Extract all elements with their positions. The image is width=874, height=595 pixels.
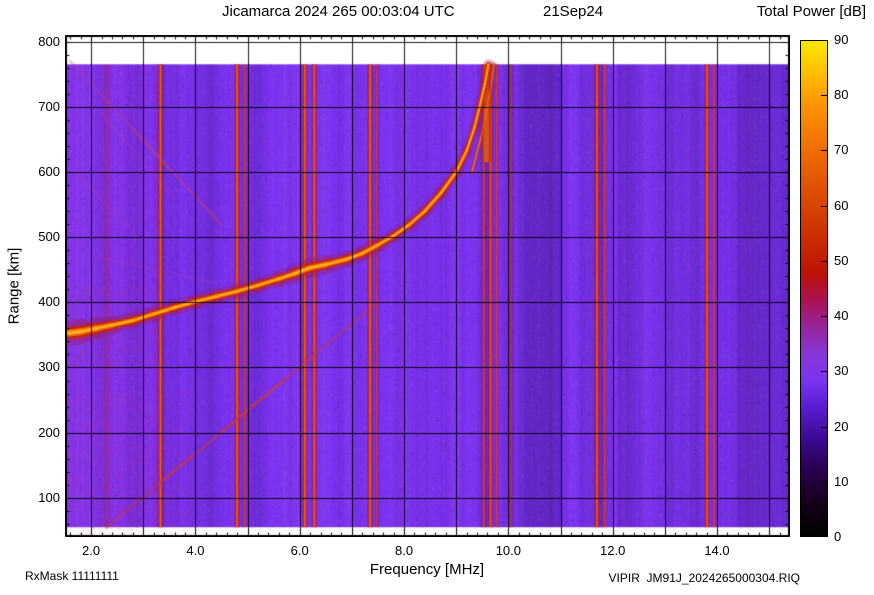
colorbar-tick-label: 60 bbox=[834, 197, 849, 213]
colorbar-title: Total Power [dB] bbox=[756, 3, 866, 20]
colorbar-tick-mark bbox=[821, 316, 827, 318]
colorbar-tick-label: 70 bbox=[834, 142, 849, 158]
y-tick-label: 100 bbox=[38, 489, 60, 505]
y-tick-label: 800 bbox=[38, 33, 60, 49]
filename-text: VIPIR JM91J_2024265000304.RIQ bbox=[608, 571, 800, 585]
y-tick-label: 600 bbox=[38, 163, 60, 179]
colorbar-tick-label: 20 bbox=[834, 418, 849, 434]
x-tick-label: 6.0 bbox=[290, 543, 309, 558]
colorbar-tick-mark bbox=[821, 260, 827, 262]
colorbar bbox=[800, 40, 828, 537]
plot-frame bbox=[65, 35, 790, 537]
x-tick-label: 8.0 bbox=[394, 543, 414, 558]
colorbar-tick-label: 40 bbox=[834, 308, 849, 324]
colorbar-tick-mark bbox=[821, 150, 827, 152]
x-tick-label: 10.0 bbox=[495, 543, 521, 558]
colorbar-tick-mark bbox=[821, 481, 827, 483]
colorbar-tick-mark bbox=[821, 205, 827, 207]
plot-title: Jicamarca 2024 265 00:03:04 UTC bbox=[222, 3, 455, 20]
x-axis-label: Frequency [MHz] bbox=[369, 561, 485, 578]
colorbar-tick-label: 80 bbox=[834, 87, 849, 103]
x-tick-label: 14.0 bbox=[704, 543, 730, 558]
colorbar-tick-label: 30 bbox=[834, 363, 849, 379]
rxmask-text: RxMask 11111111 bbox=[25, 569, 119, 583]
colorbar-tick-mark bbox=[821, 371, 827, 373]
y-tick-label: 200 bbox=[38, 424, 60, 440]
y-tick-label: 300 bbox=[38, 359, 60, 375]
colorbar-tick-label: 10 bbox=[834, 473, 849, 489]
plot-date: 21Sep24 bbox=[543, 3, 604, 20]
y-tick-label: 400 bbox=[38, 294, 60, 310]
ionogram-heatmap bbox=[65, 35, 790, 537]
colorbar-tick-label: 0 bbox=[834, 529, 842, 544]
colorbar-tick-label: 90 bbox=[834, 32, 849, 47]
x-tick-label: 12.0 bbox=[600, 543, 626, 558]
colorbar-tick-label: 50 bbox=[834, 252, 849, 268]
colorbar-tick-mark bbox=[821, 95, 827, 97]
x-tick-label: 4.0 bbox=[186, 543, 205, 558]
y-axis-label: Range [km] bbox=[5, 247, 23, 325]
colorbar-tick-mark bbox=[821, 426, 827, 428]
y-tick-label: 700 bbox=[38, 98, 60, 114]
x-tick-label: 2.0 bbox=[82, 543, 101, 558]
y-tick-label: 500 bbox=[38, 229, 60, 245]
